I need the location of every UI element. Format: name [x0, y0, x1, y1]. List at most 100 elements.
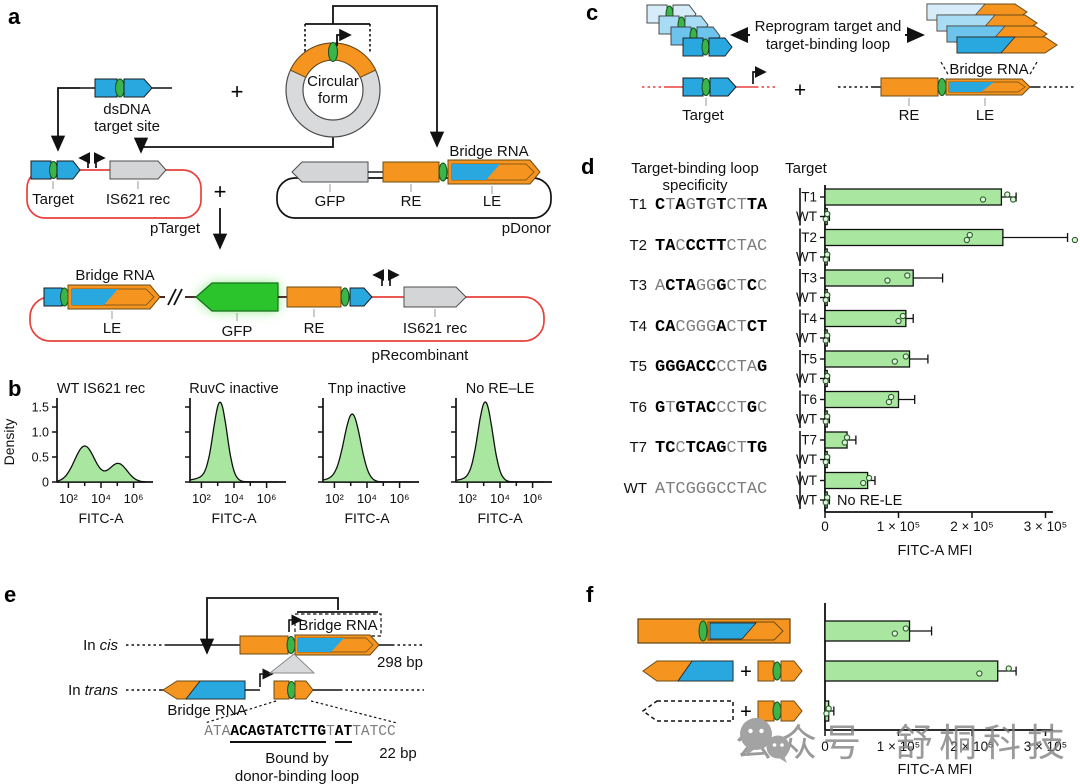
- gfp-gene-active: [195, 282, 279, 312]
- data-point: [891, 358, 898, 365]
- bar-label: T5: [801, 352, 817, 367]
- data-point: [824, 494, 831, 501]
- target-name: T7: [629, 439, 647, 456]
- in-trans-label: In trans: [68, 682, 118, 699]
- plus-sign: +: [740, 661, 752, 683]
- donor-left: [273, 680, 290, 700]
- panel-f: + + 0 1 × 10⁵ 2 × 10⁵ 3 × 10⁵ FITC-A MFI: [637, 603, 1067, 778]
- data-point: [891, 630, 898, 637]
- bar: [824, 309, 907, 328]
- data-point: [824, 210, 831, 218]
- data-point: [860, 479, 867, 487]
- data-point: [841, 439, 848, 446]
- in-trans-construct: [126, 653, 424, 700]
- target-binding-loop-sequence: ACTAGGGCTCC: [655, 277, 768, 296]
- circular-form-icon: [285, 28, 381, 138]
- donor-flank-segment: TATCC: [352, 724, 396, 740]
- target-binding-loop-sequence: CACGGGACTCT: [655, 317, 768, 337]
- panel_f_chart: 0 1 × 10⁵ 2 × 10⁵ 3 × 10⁵ FITC-A MFI: [821, 603, 1067, 778]
- bar-label: WT: [796, 452, 817, 467]
- dsdna-target-site-icon: [80, 78, 172, 98]
- y-axis-label: Density: [1, 419, 17, 466]
- circular-form-label-2: form: [318, 90, 348, 107]
- panel-letter-a: a: [8, 4, 21, 29]
- bar: [824, 620, 911, 642]
- promoter-right-icon: [93, 152, 106, 168]
- flow-arrow-bridge: [332, 5, 445, 148]
- plus-sign: +: [740, 701, 752, 723]
- subplot-title: Tnp inactive: [328, 381, 406, 397]
- data-point: [824, 332, 831, 339]
- data-point: [823, 710, 830, 717]
- panel-c-caption-1: Reprogram target and: [755, 18, 902, 35]
- gfp-gene: [291, 161, 369, 183]
- x-tick-label: 10⁴: [490, 491, 510, 506]
- is621-gene: [403, 286, 467, 308]
- pdonor-plasmid: [276, 159, 552, 219]
- x-axis-label: FITC-A: [211, 510, 257, 526]
- cis-word: cis: [100, 637, 119, 654]
- promoter-icon: [259, 668, 274, 687]
- promoter-icon: [336, 28, 352, 46]
- x-tick-label: 10⁶: [124, 491, 144, 506]
- bar-label: T7: [801, 433, 817, 448]
- target-binding-loop-sequence: GGGACCCCTAG: [655, 358, 768, 377]
- donor-flank-segment: ATA: [204, 724, 231, 740]
- callout-triangle-icon: [268, 653, 316, 674]
- in-cis-construct: [126, 614, 424, 656]
- data-point: [1071, 236, 1079, 244]
- bp-298-label: 298 bp: [377, 654, 423, 671]
- re-element: [880, 77, 939, 97]
- data-point: [895, 317, 902, 325]
- panel-c-re-label: RE: [899, 107, 920, 124]
- re-element: [239, 635, 289, 655]
- sequence-row: T5 GGGACCCCTAG: [585, 358, 767, 378]
- bar-label: T2: [801, 230, 817, 245]
- subplot-title: RuvC inactive: [189, 381, 278, 397]
- target-name: T3: [629, 277, 647, 294]
- y-tick-label: 1.0: [32, 426, 49, 440]
- pdonor-name: pDonor: [502, 220, 551, 237]
- bar: [824, 471, 869, 490]
- bridge-rna-variants-stack-icon: [926, 3, 1058, 54]
- donor-bound-segment: AT: [334, 724, 353, 743]
- target-binding-loop-sequence: GTGTACCCTGC: [655, 398, 768, 418]
- panel-letter-d: d: [581, 154, 595, 179]
- precombinant-name: pRecombinant: [372, 347, 470, 364]
- x-tick-label: 3 × 10⁵: [1024, 739, 1068, 754]
- construct-cis-icon: [637, 618, 791, 644]
- pdonor-le-label: LE: [483, 193, 501, 210]
- bar-label: WT: [796, 331, 817, 346]
- x-tick-label: 10⁴: [357, 491, 377, 506]
- sequence-row: WT ATCGGGCCTAC: [585, 480, 768, 500]
- x-axis-label: FITC-A MFI: [898, 543, 973, 559]
- bar-label: T4: [801, 311, 817, 326]
- data-point: [888, 393, 895, 401]
- density-curve: [189, 401, 278, 483]
- bound-by-label-1: Bound by: [265, 750, 329, 767]
- bar: [824, 188, 1003, 206]
- density-subplot: 10² 10⁴ 10⁶ RuvC inactive FITC-A: [185, 381, 286, 526]
- panel-e-diagram: Bridge RNA In cis 298 bp In trans: [68, 597, 424, 784]
- donor-bound-segment: ACAGTATCTTG: [230, 724, 327, 743]
- panel-d-header: Target-binding loop specificity: [597, 160, 793, 195]
- panel-c-bridge-rna-label: Bridge RNA: [949, 61, 1028, 78]
- circular-form-label-1: Circular: [307, 73, 359, 90]
- data-point: [824, 413, 831, 420]
- x-tick-label: 0: [821, 739, 829, 754]
- bar-label: T6: [801, 392, 817, 407]
- panel-e-bridge-rna-boxed-label: Bridge RNA: [298, 617, 377, 634]
- target-name: T2: [629, 236, 647, 254]
- ptarget-plasmid: [26, 152, 202, 219]
- plus-sign: +: [231, 79, 244, 104]
- bar-label: WT: [796, 473, 817, 488]
- panel-c-target-label: Target: [682, 107, 725, 124]
- bar: [824, 350, 911, 368]
- data-point: [966, 231, 973, 239]
- x-tick-label: 2 × 10⁵: [950, 739, 994, 754]
- in-word: In: [68, 682, 81, 699]
- bar-label: WT: [796, 290, 817, 305]
- panel-c-le-label: LE: [976, 107, 994, 124]
